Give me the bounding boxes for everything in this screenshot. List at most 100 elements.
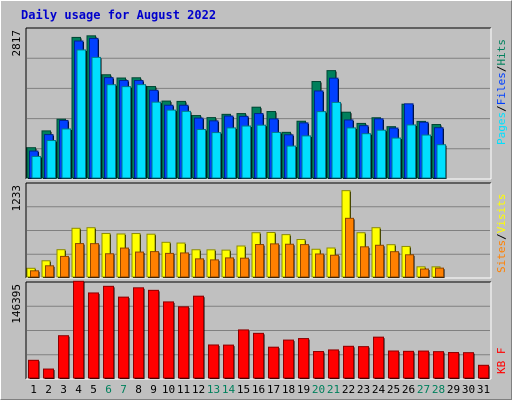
- sites-bar: [135, 251, 144, 278]
- kbytes-bar: [223, 344, 234, 379]
- x-axis-day-label: 8: [135, 383, 142, 396]
- sites-bar: [390, 251, 399, 278]
- x-axis-day-label: 29: [447, 383, 460, 396]
- sites-bar: [210, 259, 219, 278]
- pages-bar: [211, 132, 221, 179]
- x-axis-day-label: 20: [312, 383, 325, 396]
- pages-bar: [436, 144, 446, 179]
- sites-bar: [345, 217, 354, 278]
- sites-bar: [60, 255, 69, 278]
- x-axis-day-label: 30: [462, 383, 475, 396]
- pages-bar: [196, 129, 206, 179]
- sites-bar: [285, 243, 294, 278]
- pages-bar: [226, 127, 236, 179]
- pages-bar: [46, 140, 56, 179]
- sites-bar: [150, 251, 159, 278]
- x-axis-day-label: 31: [477, 383, 490, 396]
- page-title: Daily usage for August 2022: [21, 8, 217, 22]
- kbytes-bar: [118, 296, 129, 379]
- visits-sites-legend-entry: Visits: [495, 194, 508, 234]
- kbytes-bar: [478, 364, 489, 379]
- kbytes-bar: [73, 280, 84, 379]
- kbytes-bar: [178, 306, 189, 379]
- kbytes-bar: [193, 295, 204, 379]
- pages-bar: [391, 137, 401, 179]
- kbytes-bar: [268, 346, 279, 379]
- kbytes-bar: [388, 350, 399, 379]
- sites-bar: [240, 257, 249, 278]
- pages-bar: [316, 111, 326, 179]
- kbytes-bar: [208, 344, 219, 379]
- sites-bar: [360, 246, 369, 278]
- kbytes-bar: [238, 329, 249, 379]
- visits-sites-legend: Sites/Visits: [495, 194, 508, 274]
- pages-bar: [406, 124, 416, 179]
- x-axis-day-label: 6: [105, 383, 112, 396]
- pages-bar: [361, 133, 371, 179]
- kbytes-bar: [88, 292, 99, 379]
- pages-bar: [136, 84, 146, 179]
- kbytes-bar: [403, 350, 414, 379]
- x-axis-day-label: 9: [150, 383, 157, 396]
- kbytes-bar: [283, 339, 294, 379]
- x-axis-day-label: 14: [222, 383, 236, 396]
- x-axis-day-label: 22: [342, 383, 355, 396]
- x-axis-day-label: 12: [192, 383, 205, 396]
- kbytes-bar: [433, 351, 444, 379]
- hits-files-pages-legend-entry: Pages: [495, 112, 508, 145]
- pages-bar: [271, 131, 281, 179]
- x-axis-day-label: 13: [207, 383, 220, 396]
- kbytes-bar: [148, 289, 159, 379]
- y-axis-max-label: 146395: [10, 284, 23, 324]
- pages-bar: [61, 128, 71, 179]
- pages-bar: [331, 101, 341, 179]
- x-axis-day-label: 2: [45, 383, 52, 396]
- hits-files-pages-legend-entry: Hits: [495, 39, 508, 66]
- kbytes-bar: [103, 285, 114, 379]
- x-axis-day-label: 7: [120, 383, 127, 396]
- sites-bar: [420, 268, 429, 278]
- visits-sites-legend-entry: Sites: [495, 240, 508, 273]
- sites-bar: [270, 243, 279, 278]
- pages-bar: [91, 56, 101, 179]
- pages-bar: [151, 101, 161, 179]
- hits-files-pages-legend-entry: Files: [495, 72, 508, 105]
- kbytes-bar: [448, 352, 459, 379]
- sites-bar: [165, 252, 174, 278]
- kbytes-legend-entry: [495, 354, 508, 361]
- sites-bar: [30, 270, 39, 278]
- kbytes-bar: [28, 359, 39, 379]
- x-axis-day-label: 11: [177, 383, 190, 396]
- sites-bar: [315, 253, 324, 278]
- x-axis-day-label: 23: [357, 383, 370, 396]
- kbytes-bar: [343, 345, 354, 379]
- sites-bar: [195, 258, 204, 278]
- kbytes-bar: [313, 351, 324, 379]
- pages-bar: [166, 109, 176, 179]
- kbytes-bar: [463, 352, 474, 379]
- kbytes-bar: [133, 287, 144, 379]
- x-axis-day-label: 16: [252, 383, 265, 396]
- sites-bar: [75, 243, 84, 278]
- kbytes-bar: [43, 368, 54, 379]
- sites-bar: [405, 254, 414, 278]
- hits-files-pages-legend-entry: /: [495, 105, 508, 112]
- kbytes-bar: [328, 349, 339, 379]
- x-axis-day-label: 4: [75, 383, 82, 396]
- x-axis-day-label: 25: [387, 383, 400, 396]
- pages-bar: [421, 134, 431, 179]
- kbytes-legend-entry: F: [495, 348, 508, 355]
- kbytes-bar: [298, 338, 309, 379]
- pages-bar: [256, 124, 266, 179]
- sites-bar: [180, 252, 189, 278]
- x-axis-day-label: 17: [267, 383, 280, 396]
- kbytes-bar: [358, 346, 369, 379]
- sites-bar: [225, 257, 234, 278]
- x-axis-day-label: 21: [327, 383, 340, 396]
- visits-sites-legend-entry: /: [495, 233, 508, 240]
- pages-bar: [31, 155, 41, 179]
- kbytes-bar: [253, 332, 264, 379]
- x-axis-day-label: 5: [90, 383, 97, 396]
- hits-files-pages-legend: Pages/Files/Hits: [495, 39, 508, 145]
